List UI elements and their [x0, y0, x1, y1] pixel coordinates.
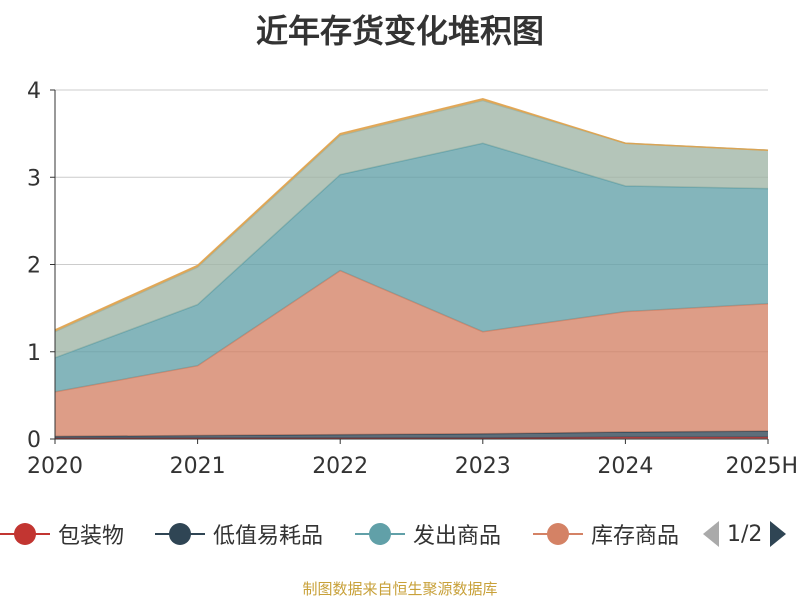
- legend-item-packaging[interactable]: 包装物: [0, 516, 124, 552]
- x-tick-label: 2022: [312, 454, 368, 479]
- legend-dot: [169, 523, 191, 545]
- legend-label: 低值易耗品: [213, 524, 324, 549]
- legend-item-low-value-consumables[interactable]: 低值易耗品: [155, 516, 323, 552]
- y-tick-label: 3: [27, 166, 41, 191]
- y-tick-label: 0: [27, 428, 41, 453]
- legend-dot: [369, 523, 391, 545]
- data-source-note: 制图数据来自恒生聚源数据库: [302, 580, 498, 598]
- chart-legend: 包装物 低值易耗品 发出商品 库存商品: [0, 516, 800, 552]
- legend-item-goods-in-stock[interactable]: 库存商品: [533, 516, 683, 552]
- legend-prev-page-icon[interactable]: [703, 521, 719, 547]
- legend-label: 发出商品: [413, 524, 502, 549]
- legend-next-page-icon[interactable]: [770, 521, 787, 547]
- y-tick-label: 4: [27, 79, 41, 104]
- x-tick-label: 2023: [455, 454, 511, 479]
- x-tick-label: 2021: [170, 454, 226, 479]
- legend-label: 包装物: [58, 524, 125, 549]
- y-tick-label: 2: [27, 254, 41, 279]
- legend-page-indicator: 1/2: [727, 521, 763, 547]
- legend-pager: 1/2: [703, 516, 787, 552]
- series-line-5: [54, 97, 769, 331]
- area-series-2: [55, 270, 768, 437]
- chart-title: 近年存货变化堆积图: [255, 12, 544, 50]
- area-series-4: [55, 100, 768, 358]
- y-tick-label: 1: [27, 341, 41, 366]
- legend-item-goods-shipped[interactable]: 发出商品: [355, 516, 501, 552]
- x-tick-label: 2024: [597, 454, 653, 479]
- legend-dot: [547, 523, 569, 545]
- legend-label: 库存商品: [591, 524, 680, 549]
- legend-dot: [14, 523, 36, 545]
- x-tick-label: 2020: [27, 454, 83, 479]
- x-tick-label: 2025H: [725, 454, 798, 479]
- area-series-3: [55, 143, 768, 392]
